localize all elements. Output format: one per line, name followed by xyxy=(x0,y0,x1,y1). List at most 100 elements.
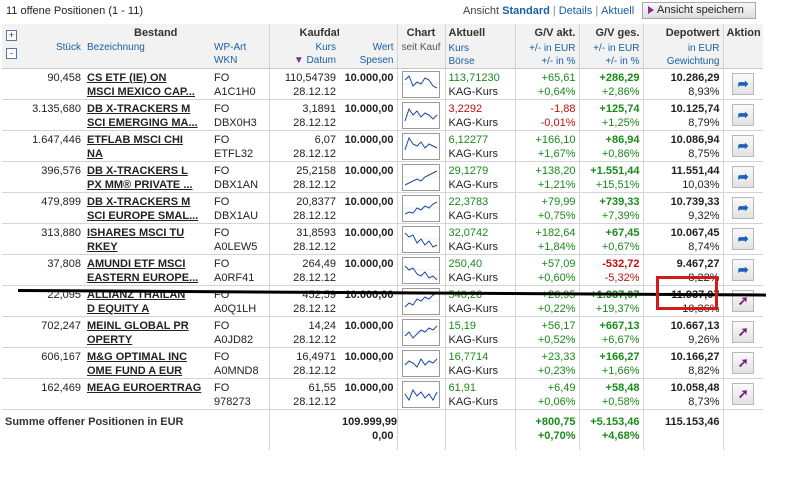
cell-kurs: 3,1891 28.12.12 xyxy=(268,99,339,131)
cell-wert: 10.000,00 xyxy=(339,378,397,410)
instrument-link[interactable]: DB X-TRACKERS M xyxy=(87,196,191,208)
cell-bezeichnung[interactable]: DB X-TRACKERS M SCI EUROPE SMAL... xyxy=(84,192,211,224)
instrument-link-2[interactable]: RKEY xyxy=(87,241,118,253)
header-aktuell: Aktuell Kurs Börse xyxy=(444,24,515,69)
instrument-link-2[interactable]: EASTERN EUROPE... xyxy=(87,272,199,284)
table-row: 90,458 CS ETF (IE) ON MSCI MEXICO CAP... FO… xyxy=(2,68,763,100)
cell-aktion: ➦ xyxy=(722,254,763,286)
instrument-link-2[interactable]: OPERTY xyxy=(87,334,133,346)
collapse-all-icon[interactable]: - xyxy=(6,48,17,59)
summary-label: Summe offener Positionen in EUR xyxy=(5,416,184,428)
instrument-link-2[interactable]: PX MM® PRIVATE ... xyxy=(87,179,193,191)
buy-arrow-icon[interactable]: ➚ xyxy=(732,383,755,405)
table-row: 606,167 M&G OPTIMAL INC OME FUND A EUR FO A0… xyxy=(2,347,763,379)
cell-wpart: FO A1C1H0 xyxy=(211,68,269,100)
expand-all-icon[interactable]: + xyxy=(6,30,17,41)
cell-depotwert: 10.667,13 9,26% xyxy=(642,316,723,348)
cell-aktion: ➚ xyxy=(722,285,763,317)
buy-arrow-icon[interactable]: ➚ xyxy=(732,321,755,343)
sparkline-chart[interactable] xyxy=(402,71,440,98)
sparkline-chart[interactable] xyxy=(402,350,440,377)
instrument-link[interactable]: CS ETF (IE) ON xyxy=(87,72,167,84)
instrument-link[interactable]: DB X-TRACKERS M xyxy=(87,103,191,115)
cell-wert: 10.000,00 xyxy=(339,99,397,131)
cell-aktuell: 29,1279 KAG-Kurs xyxy=(444,161,515,193)
action-arrow-icon[interactable]: ➦ xyxy=(732,259,755,281)
cell-bezeichnung[interactable]: AMUNDI ETF MSCI EASTERN EUROPE... xyxy=(84,254,211,286)
sparkline-chart[interactable] xyxy=(402,164,440,191)
sparkline-chart[interactable] xyxy=(402,381,440,408)
buy-arrow-icon[interactable]: ➚ xyxy=(732,352,755,374)
view-details-link[interactable]: Details xyxy=(558,5,593,17)
view-aktuell-link[interactable]: Aktuell xyxy=(601,5,635,17)
header-aktion: Aktion xyxy=(722,24,763,69)
instrument-link[interactable]: ISHARES MSCI TU xyxy=(87,227,185,239)
instrument-link[interactable]: MEINL GLOBAL PR xyxy=(87,320,189,332)
action-arrow-icon[interactable]: ➦ xyxy=(732,228,755,250)
cell-kurs: 25,2158 28.12.12 xyxy=(268,161,339,193)
sparkline-chart[interactable] xyxy=(402,319,440,346)
cell-depotwert: 10.125,74 8,79% xyxy=(642,99,723,131)
cell-chart xyxy=(396,285,445,317)
cell-kurs: 264,49 28.12.12 xyxy=(268,254,339,286)
cell-depotwert: 10.286,29 8,93% xyxy=(642,68,723,100)
cell-kurs: 61,55 28.12.12 xyxy=(268,378,339,410)
cell-bezeichnung[interactable]: MEINL GLOBAL PR OPERTY xyxy=(84,316,211,348)
instrument-link[interactable]: MEAG EUROERTRAG xyxy=(87,382,202,394)
instrument-link-2[interactable]: OME FUND A EUR xyxy=(87,365,183,377)
save-view-button[interactable]: Ansicht speichern xyxy=(642,2,756,19)
cell-stueck: 702,247 xyxy=(2,316,84,348)
instrument-link[interactable]: AMUNDI ETF MSCI xyxy=(87,258,186,270)
cell-gv-akt: -1,88 -0,01% xyxy=(514,99,579,131)
instrument-link-2[interactable]: SCI EUROPE SMAL... xyxy=(87,210,199,222)
cell-aktuell: 22,3783 KAG-Kurs xyxy=(444,192,515,224)
action-arrow-icon[interactable]: ➦ xyxy=(732,197,755,219)
instrument-link-2[interactable]: NA xyxy=(87,148,103,160)
action-arrow-icon[interactable]: ➦ xyxy=(732,166,755,188)
cell-kurs: 31,8593 28.12.12 xyxy=(268,223,339,255)
cell-wpart: FO A0MND8 xyxy=(211,347,269,379)
action-arrow-icon[interactable]: ➦ xyxy=(732,135,755,157)
cell-bezeichnung[interactable]: ETFLAB MSCI CHI NA xyxy=(84,130,211,162)
instrument-link-2[interactable]: MSCI MEXICO CAP... xyxy=(87,86,195,98)
cell-bezeichnung[interactable]: DB X-TRACKERS L PX MM® PRIVATE ... xyxy=(84,161,211,193)
cell-chart xyxy=(396,68,445,100)
cell-gv-akt: +79,99 +0,75% xyxy=(514,192,579,224)
summary-depotwert: 115.153,46 xyxy=(665,416,720,428)
sparkline-chart[interactable] xyxy=(402,257,440,284)
sparkline-chart[interactable] xyxy=(402,133,440,160)
cell-wpart: FO A0RF41 xyxy=(211,254,269,286)
cell-bezeichnung[interactable]: M&G OPTIMAL INC OME FUND A EUR xyxy=(84,347,211,379)
cell-aktuell: 6,12277 KAG-Kurs xyxy=(444,130,515,162)
sparkline-chart[interactable] xyxy=(402,102,440,129)
instrument-link[interactable]: DB X-TRACKERS L xyxy=(87,165,188,177)
cell-stueck: 606,167 xyxy=(2,347,84,379)
table-row: 479,899 DB X-TRACKERS M SCI EUROPE SMAL...… xyxy=(2,192,763,224)
cell-bezeichnung[interactable]: MEAG EUROERTRAG xyxy=(84,378,211,410)
sort-bezeichnung[interactable]: Bezeichnung xyxy=(87,42,145,53)
cell-bezeichnung[interactable]: DB X-TRACKERS M SCI EMERGING MA... xyxy=(84,99,211,131)
instrument-link-2[interactable]: SCI EMERGING MA... xyxy=(87,117,198,129)
cell-wpart: FO DBX1AN xyxy=(211,161,269,193)
cell-wpart: FO DBX1AU xyxy=(211,192,269,224)
instrument-link-2[interactable]: D EQUITY A xyxy=(87,303,150,315)
action-arrow-icon[interactable]: ➦ xyxy=(732,104,755,126)
view-standard-link[interactable]: Standard xyxy=(502,5,550,17)
instrument-link[interactable]: ETFLAB MSCI CHI xyxy=(87,134,183,146)
table-row: 702,247 MEINL GLOBAL PR OPERTY FO A0JD82 14,2… xyxy=(2,316,763,348)
cell-wert: 10.000,00 xyxy=(339,316,397,348)
cell-bezeichnung[interactable]: ISHARES MSCI TU RKEY xyxy=(84,223,211,255)
cell-wert: 10.000,00 xyxy=(339,223,397,255)
header-chart: Chart seit Kauf xyxy=(396,24,445,69)
cell-aktion: ➦ xyxy=(722,99,763,131)
instrument-link[interactable]: M&G OPTIMAL INC xyxy=(87,351,188,363)
header-bezeichnung: Bestand Bezeichnung xyxy=(84,24,211,69)
cell-bezeichnung[interactable]: CS ETF (IE) ON MSCI MEXICO CAP... xyxy=(84,68,211,100)
cell-stueck: 1.647,446 xyxy=(2,130,84,162)
cell-chart xyxy=(396,347,445,379)
cell-gv-akt: +6,49 +0,06% xyxy=(514,378,579,410)
sparkline-chart[interactable] xyxy=(402,195,440,222)
sparkline-chart[interactable] xyxy=(402,226,440,253)
action-arrow-icon[interactable]: ➦ xyxy=(732,73,755,95)
cell-wert: 10.000,00 xyxy=(339,192,397,224)
